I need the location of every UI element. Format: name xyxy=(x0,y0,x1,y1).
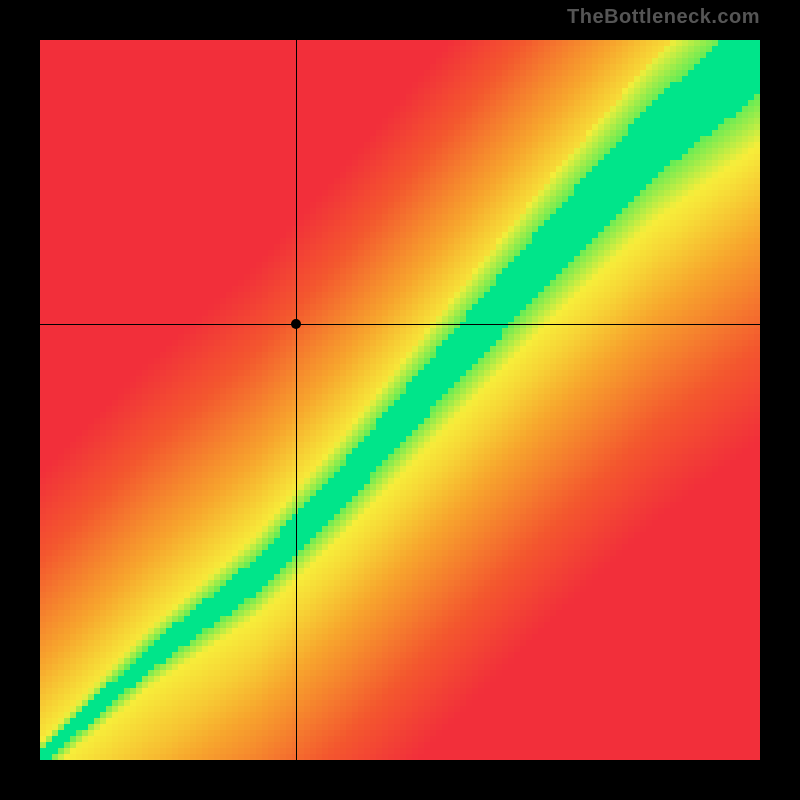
heatmap-plot xyxy=(40,40,760,760)
watermark-text: TheBottleneck.com xyxy=(567,6,760,29)
chart-outer: TheBottleneck.com xyxy=(0,0,800,800)
heatmap-canvas xyxy=(40,40,760,760)
